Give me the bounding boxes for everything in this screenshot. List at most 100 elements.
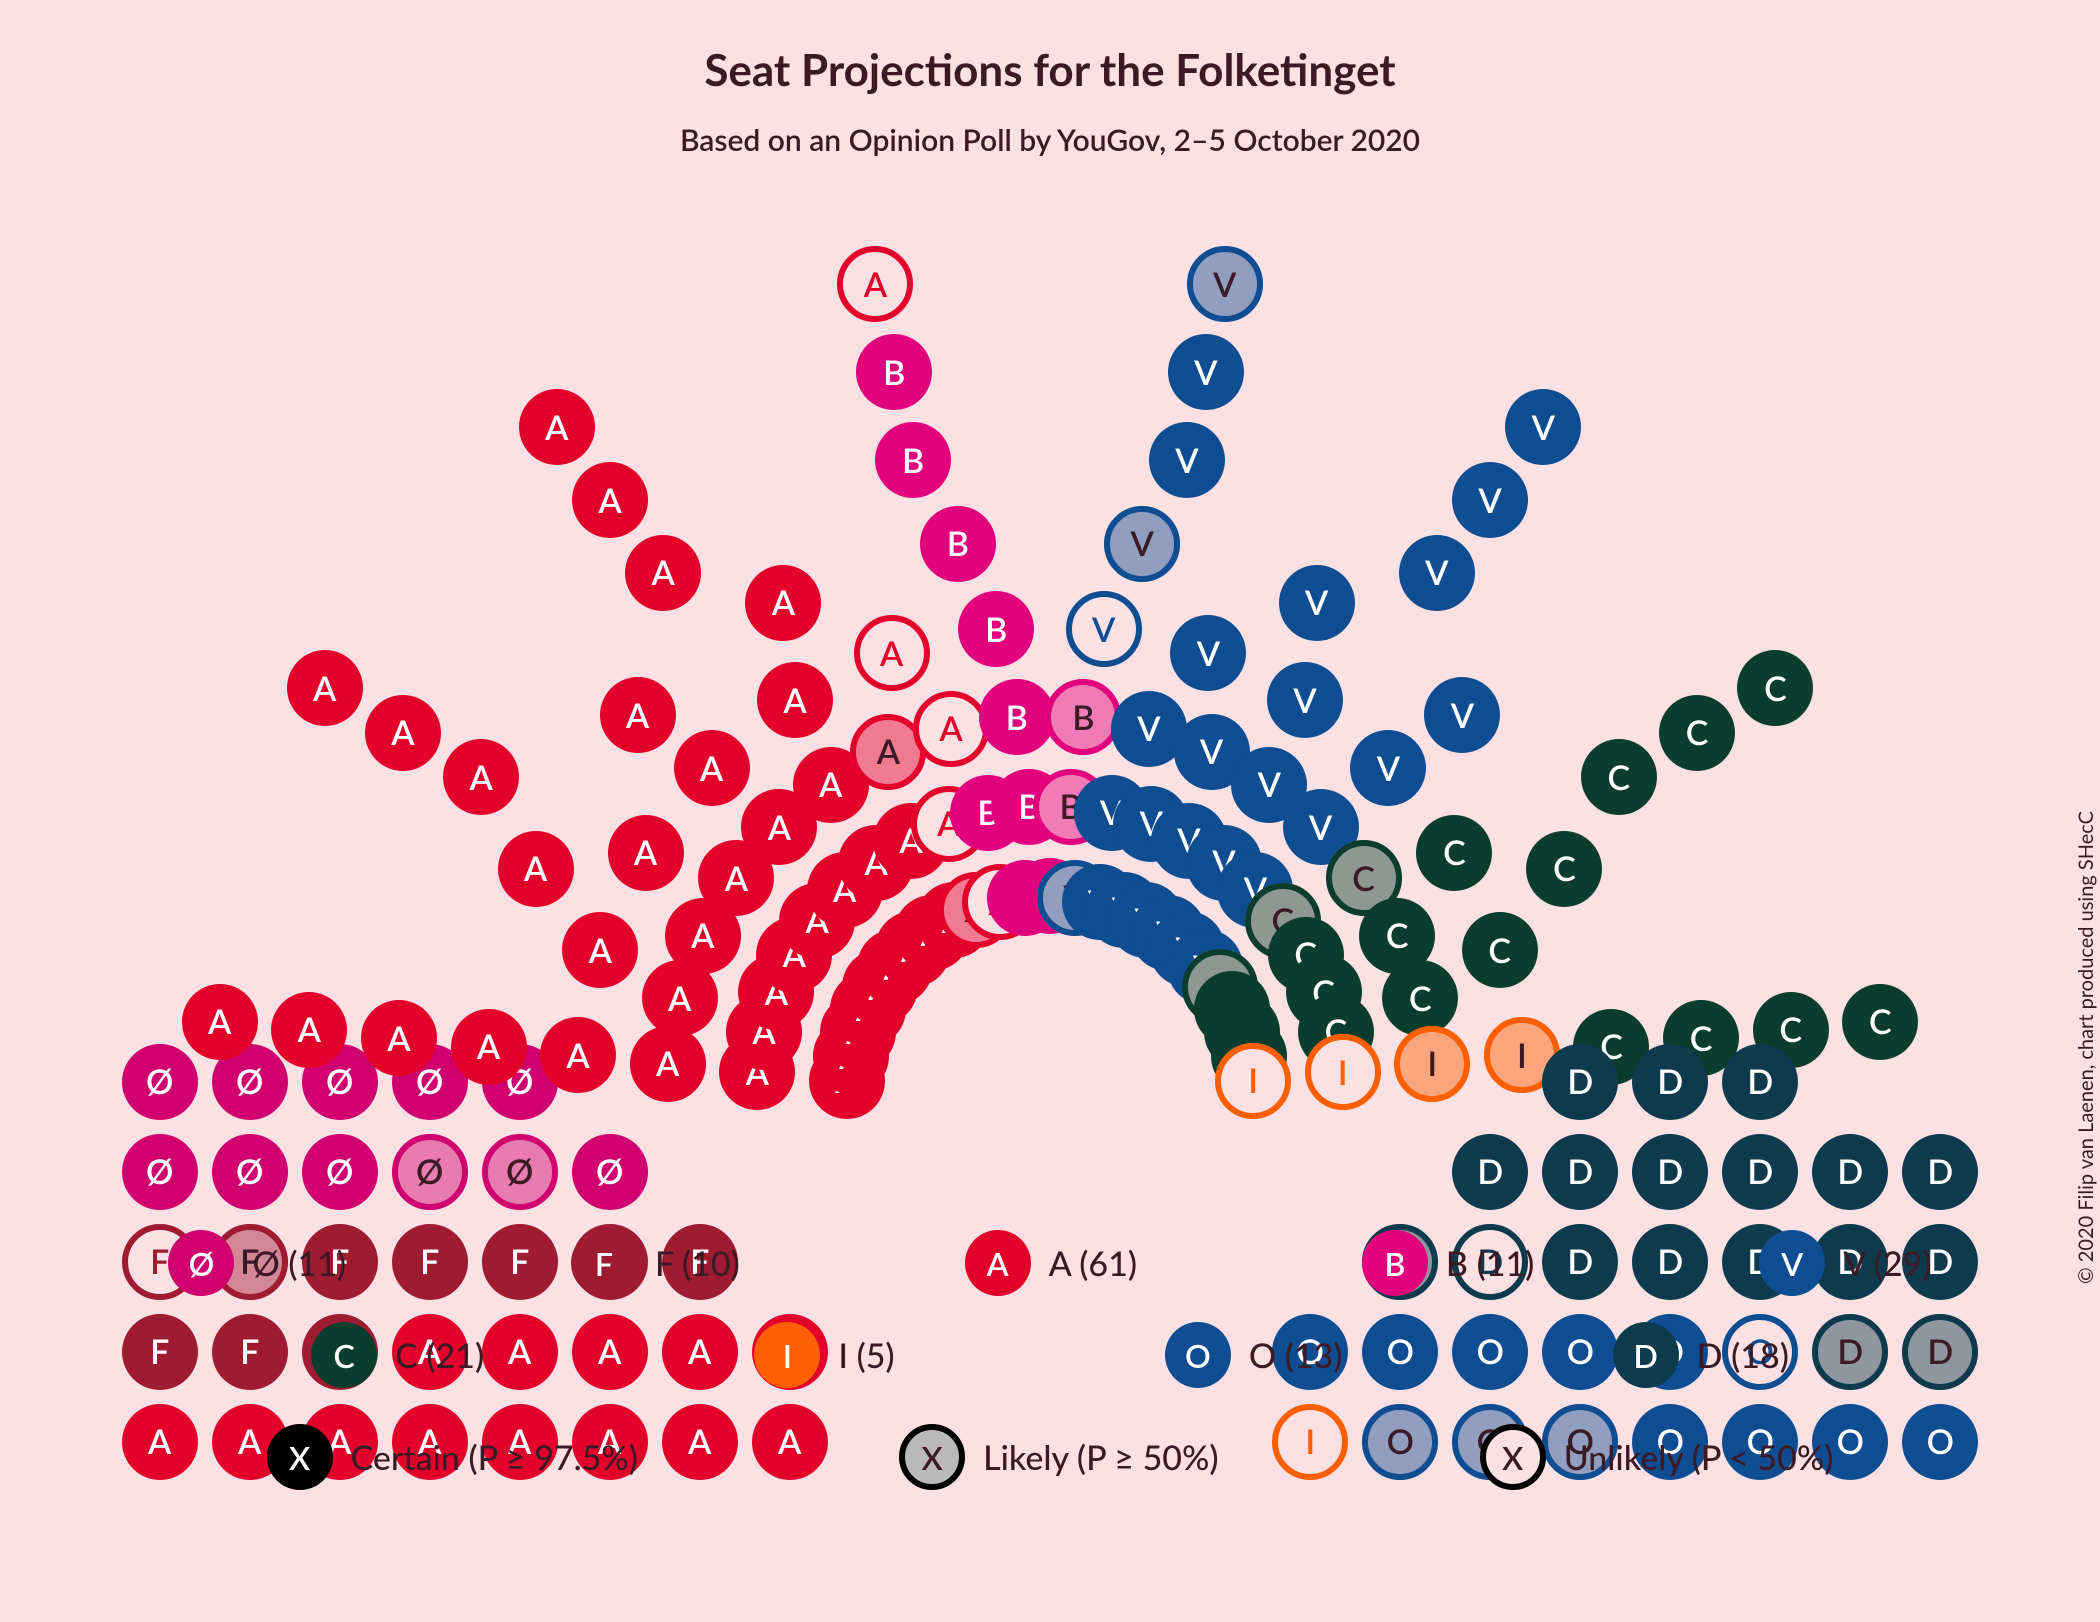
seat: V — [1104, 506, 1180, 582]
legend-swatch: V — [1759, 1230, 1825, 1296]
seat: C — [1842, 984, 1918, 1060]
seat: D — [1452, 1134, 1528, 1210]
seat: V — [1350, 730, 1426, 806]
seat: Ø — [122, 1134, 198, 1210]
seat: D — [1542, 1044, 1618, 1120]
seat: D — [1902, 1134, 1978, 1210]
seat: B — [958, 591, 1034, 667]
seat: I — [1394, 1026, 1470, 1102]
legend-label: V (29) — [1843, 1243, 1931, 1284]
seat: A — [745, 565, 821, 641]
legend-label: F (10) — [655, 1243, 740, 1284]
seat: D — [1542, 1134, 1618, 1210]
seat: A — [608, 815, 684, 891]
seat: A — [757, 662, 833, 738]
prob-legend-certain: X Certain (P ≥ 97.5%) — [267, 1424, 638, 1490]
legend-swatch: Ø — [168, 1230, 234, 1296]
seat: A — [630, 1026, 706, 1102]
prob-swatch: X — [899, 1424, 965, 1490]
seat: Ø — [482, 1134, 558, 1210]
chart-legend: Ø Ø (11) F F (10) A A (61) B B (11) V V (29) C C (… — [0, 1230, 2100, 1490]
seat: A — [182, 984, 258, 1060]
seat: A — [540, 1017, 616, 1093]
legend-label: I (5) — [838, 1335, 894, 1376]
seat: Ø — [572, 1134, 648, 1210]
legend-item-V: V V (29) — [1759, 1230, 1931, 1296]
chart-subtitle: Based on an Opinion Poll by YouGov, 2–5 … — [0, 96, 2100, 158]
seat: D — [1632, 1134, 1708, 1210]
seat: B — [875, 422, 951, 498]
seat: B — [979, 679, 1055, 755]
seat: C — [1581, 739, 1657, 815]
seat: V — [1066, 591, 1142, 667]
seat: C — [1526, 831, 1602, 907]
seat: C — [1737, 650, 1813, 726]
legend-item-D: DD (18) — [1613, 1322, 1789, 1388]
legend-item-B: B B (11) — [1362, 1230, 1534, 1296]
seat: A — [674, 730, 750, 806]
seat: C — [1462, 912, 1538, 988]
legend-row-probability: XCertain (P ≥ 97.5%)XLikely (P ≥ 50%)XUn… — [56, 1414, 2044, 1490]
seat: V — [1424, 677, 1500, 753]
seat: V — [1399, 535, 1475, 611]
seat: D — [1632, 1044, 1708, 1120]
legend-label: B (11) — [1446, 1243, 1534, 1284]
seat: A — [365, 695, 441, 771]
seat: V — [1505, 389, 1581, 465]
seat: I — [1215, 1043, 1291, 1119]
prob-label: Unlikely (P < 50%) — [1564, 1437, 1834, 1478]
seat: A — [271, 992, 347, 1068]
legend-swatch: B — [1362, 1230, 1428, 1296]
legend-swatch: C — [311, 1322, 377, 1388]
prob-swatch: X — [1480, 1424, 1546, 1490]
seat: A — [625, 535, 701, 611]
seat: A — [287, 650, 363, 726]
prob-legend-likely: XLikely (P ≥ 50%) — [899, 1424, 1219, 1490]
prob-legend-unlikely: X Unlikely (P < 50%) — [1480, 1424, 1834, 1490]
prob-swatch: X — [267, 1424, 333, 1490]
seat: A — [600, 677, 676, 753]
legend-item-Ø: Ø Ø (11) — [168, 1230, 346, 1296]
seat: D — [1812, 1134, 1888, 1210]
seat: Ø — [392, 1134, 468, 1210]
seat: B — [856, 334, 932, 410]
legend-label: C (21) — [395, 1335, 484, 1376]
seat: A — [519, 389, 595, 465]
seat: A — [562, 912, 638, 988]
legend-swatch: I — [754, 1322, 820, 1388]
legend-item-O: O O (13) — [1165, 1322, 1343, 1388]
legend-row-parties-2: C C (21) I I (5) O O (13) DD (18) — [56, 1322, 2044, 1388]
legend-item-I: I I (5) — [754, 1322, 894, 1388]
legend-label: O (13) — [1249, 1335, 1343, 1376]
seat: A — [498, 831, 574, 907]
seat: C — [1659, 695, 1735, 771]
seat: C — [1416, 815, 1492, 891]
seat: A — [837, 246, 913, 322]
seat: Ø — [302, 1134, 378, 1210]
legend-item-A: A A (61) — [965, 1230, 1137, 1296]
prob-label: Certain (P ≥ 97.5%) — [351, 1437, 638, 1478]
seat: V — [1170, 615, 1246, 691]
legend-label: A (61) — [1049, 1243, 1137, 1284]
seat: A — [854, 615, 930, 691]
seat: A — [913, 691, 989, 767]
legend-label: Ø (11) — [252, 1243, 346, 1284]
seat: A — [361, 1000, 437, 1076]
seat: V — [1187, 246, 1263, 322]
seat: B — [1045, 679, 1121, 755]
hemicycle-arch: ØØØØØØØØØØØFFFFFFFFFFAAAAAAAAAAAAAAAAAAA… — [0, 200, 2100, 1140]
legend-row-parties-1: Ø Ø (11) F F (10) A A (61) B B (11) V V (29) — [56, 1230, 2044, 1296]
seat: V — [1149, 422, 1225, 498]
seat: A — [443, 739, 519, 815]
seat: D — [1722, 1134, 1798, 1210]
legend-swatch: A — [965, 1230, 1031, 1296]
seat: A — [572, 462, 648, 538]
seat: V — [1267, 662, 1343, 738]
legend-swatch: F — [571, 1230, 637, 1296]
seat: V — [1279, 565, 1355, 641]
legend-swatch: O — [1165, 1322, 1231, 1388]
seat: A — [451, 1009, 527, 1085]
legend-swatch: D — [1613, 1322, 1679, 1388]
seat: B — [920, 506, 996, 582]
seat: V — [1452, 462, 1528, 538]
